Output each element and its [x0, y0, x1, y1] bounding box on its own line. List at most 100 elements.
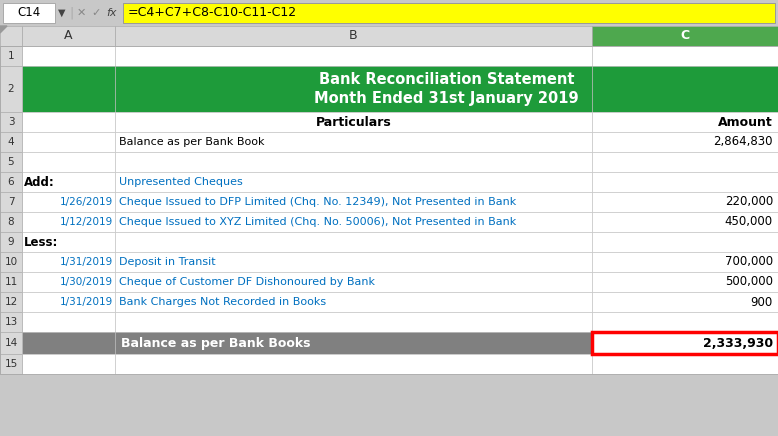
Text: 500,000: 500,000	[725, 276, 773, 289]
Bar	[22, 312, 115, 332]
Bar	[115, 172, 592, 192]
Text: Balance as per Bank Book: Balance as per Bank Book	[119, 137, 265, 147]
Bar	[592, 332, 778, 354]
Text: 8: 8	[8, 217, 14, 227]
Text: Cheque Issued to DFP Limited (Chq. No. 12349), Not Presented in Bank: Cheque Issued to DFP Limited (Chq. No. 1…	[119, 197, 517, 207]
Bar	[592, 332, 778, 354]
Text: 15: 15	[5, 359, 18, 369]
Bar	[22, 46, 115, 66]
Bar	[22, 152, 115, 172]
Bar	[0, 272, 22, 292]
Text: Unpresented Cheques: Unpresented Cheques	[119, 177, 243, 187]
Bar	[0, 0, 778, 26]
Text: Cheque Issued to XYZ Limited (Chq. No. 50006), Not Presented in Bank: Cheque Issued to XYZ Limited (Chq. No. 5…	[119, 217, 517, 227]
Bar	[592, 354, 778, 374]
Bar	[0, 152, 22, 172]
Bar	[115, 292, 592, 312]
Text: |: |	[69, 7, 73, 20]
Bar	[0, 232, 22, 252]
Bar	[22, 232, 115, 252]
Bar	[592, 192, 778, 212]
Bar	[115, 132, 592, 152]
Bar	[592, 66, 778, 112]
Text: Add:: Add:	[24, 176, 54, 188]
Text: 2: 2	[8, 84, 14, 94]
Text: 450,000: 450,000	[725, 215, 773, 228]
Text: Balance as per Bank Books: Balance as per Bank Books	[121, 337, 310, 350]
Text: 1/31/2019: 1/31/2019	[60, 257, 113, 267]
Text: Month Ended 31st January 2019: Month Ended 31st January 2019	[314, 91, 579, 106]
Bar	[22, 252, 115, 272]
Text: Cheque of Customer DF Dishonoured by Bank: Cheque of Customer DF Dishonoured by Ban…	[119, 277, 375, 287]
Bar	[592, 332, 778, 354]
Text: Less:: Less:	[24, 235, 58, 249]
Text: A: A	[65, 30, 73, 42]
Bar	[22, 272, 115, 292]
Text: 1/26/2019: 1/26/2019	[60, 197, 113, 207]
Bar	[592, 112, 778, 132]
Text: C: C	[681, 30, 689, 42]
Bar	[592, 232, 778, 252]
Text: 1: 1	[8, 51, 14, 61]
Text: ✓: ✓	[91, 8, 100, 18]
Bar	[115, 26, 592, 46]
Bar	[0, 112, 22, 132]
Bar	[115, 232, 592, 252]
Bar	[115, 272, 592, 292]
Text: 10: 10	[5, 257, 18, 267]
Bar	[592, 152, 778, 172]
Text: 7: 7	[8, 197, 14, 207]
Bar	[0, 46, 22, 66]
Text: 1/31/2019: 1/31/2019	[60, 297, 113, 307]
Text: ▼: ▼	[58, 8, 65, 18]
Bar	[592, 46, 778, 66]
Bar	[0, 132, 22, 152]
Text: B: B	[349, 30, 358, 42]
Text: 2,864,830: 2,864,830	[713, 136, 773, 149]
Bar	[592, 172, 778, 192]
Bar	[592, 252, 778, 272]
Bar	[123, 3, 775, 23]
Bar	[115, 152, 592, 172]
Bar	[0, 192, 22, 212]
Text: C14: C14	[17, 7, 40, 20]
Text: 3: 3	[8, 117, 14, 127]
Bar	[22, 66, 115, 112]
Text: 5: 5	[8, 157, 14, 167]
Bar	[115, 192, 592, 212]
Text: 6: 6	[8, 177, 14, 187]
Text: 11: 11	[5, 277, 18, 287]
Bar	[22, 26, 115, 46]
Bar	[115, 66, 592, 112]
Text: 13: 13	[5, 317, 18, 327]
Bar	[0, 252, 22, 272]
Bar	[115, 312, 592, 332]
Bar	[0, 46, 778, 374]
Text: Bank Reconciliation Statement: Bank Reconciliation Statement	[319, 72, 574, 87]
Bar	[115, 252, 592, 272]
Bar	[3, 3, 55, 23]
Bar	[592, 292, 778, 312]
Text: fx: fx	[106, 8, 117, 18]
Text: 14: 14	[5, 338, 18, 348]
Text: Particulars: Particulars	[316, 116, 391, 129]
Text: 900: 900	[751, 296, 773, 309]
Bar	[0, 312, 22, 332]
Text: 1/30/2019: 1/30/2019	[60, 277, 113, 287]
Bar	[22, 132, 115, 152]
Bar	[0, 354, 22, 374]
Text: Deposit in Transit: Deposit in Transit	[119, 257, 216, 267]
Bar	[0, 66, 22, 112]
Text: 4: 4	[8, 137, 14, 147]
Bar	[592, 26, 778, 46]
Bar	[592, 132, 778, 152]
Bar	[115, 112, 592, 132]
Text: 12: 12	[5, 297, 18, 307]
Text: ✕: ✕	[77, 8, 86, 18]
Text: 1/12/2019: 1/12/2019	[60, 217, 113, 227]
Bar	[0, 26, 22, 46]
Bar	[0, 172, 22, 192]
Bar	[592, 212, 778, 232]
Bar	[592, 312, 778, 332]
Text: Bank Charges Not Recorded in Books: Bank Charges Not Recorded in Books	[119, 297, 326, 307]
